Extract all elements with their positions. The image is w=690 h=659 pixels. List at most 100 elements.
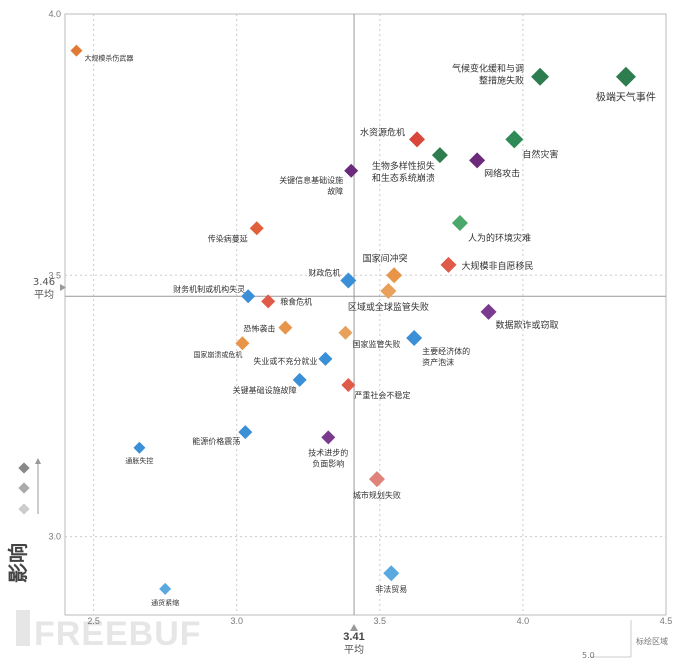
point-marker: [406, 330, 423, 347]
point-marker: [249, 221, 264, 236]
point-label: 国家间冲突: [363, 252, 408, 264]
point-label: 严重社会不稳定: [354, 390, 410, 400]
y-axis-label: 影响: [6, 543, 30, 583]
point-label: 恐怖袭击: [243, 324, 275, 334]
point-label-line: 负面影响: [312, 458, 344, 468]
legend-diamond-dark: [18, 462, 30, 474]
y-tick-label: 3.0: [48, 532, 61, 542]
point-label: 财政危机: [308, 268, 340, 278]
point-marker: [278, 320, 293, 335]
point-label-line: 网络攻击: [484, 167, 520, 179]
point-label-line: 国家崩溃或危机: [193, 350, 242, 359]
point-label: 财务机制或机构失灵: [173, 284, 245, 294]
point-marker: [341, 378, 356, 393]
legend-value: 5.0: [582, 651, 595, 659]
x-tick-label: 2.5: [87, 616, 100, 626]
x-average-annotation: 3.41 平均: [343, 624, 365, 656]
point-label: 自然灾害: [522, 148, 558, 160]
point-label-line: 自然灾害: [522, 148, 558, 160]
point-label-line: 财务机制或机构失灵: [173, 284, 245, 294]
point-label: 失业或不充分就业: [253, 356, 317, 366]
legend-diamond-light: [18, 503, 30, 515]
point-marker: [133, 441, 146, 454]
point-marker: [340, 272, 357, 289]
point-label: 能源价格震荡: [192, 436, 240, 446]
x-tick-label: 4.0: [517, 616, 530, 626]
point-marker: [469, 152, 486, 169]
point-label-line: 传染病蔓延: [208, 233, 248, 243]
x-average-marker: [350, 624, 358, 631]
point-label-line: 关键信息基础设施: [279, 175, 343, 185]
plot-area-legend: 标绘区域 5.0: [582, 620, 668, 659]
point-label-line: 国家监管失败: [352, 339, 400, 349]
point-label-line: 气候变化缓和与调: [452, 63, 524, 75]
watermark: FREEBUF: [16, 610, 201, 653]
x-tick-label: 3.5: [374, 616, 387, 626]
plot-area: [64, 13, 667, 616]
point-marker: [261, 294, 276, 309]
x-tick-label: 3.0: [230, 616, 243, 626]
point-marker: [344, 163, 359, 178]
point-marker: [318, 351, 333, 366]
point-label-line: 极端天气事件: [596, 91, 656, 104]
point-label: 大规模杀伤武器: [84, 54, 133, 63]
point-label-line: 大规模杀伤武器: [84, 54, 133, 63]
point-marker: [615, 66, 636, 87]
point-label-line: 恐怖袭击: [243, 324, 275, 334]
point-label-line: 大规模非自愿移民: [461, 260, 533, 272]
x-average-value: 3.41: [343, 631, 364, 643]
point-label-line: 能源价格震荡: [192, 436, 240, 446]
point-marker: [321, 430, 336, 445]
point-marker: [338, 325, 353, 340]
legend-note: 标绘区域: [636, 636, 668, 646]
y-average-annotation: 3.46 平均: [33, 277, 66, 301]
point-label-line: 数据欺诈或窃取: [496, 319, 559, 331]
point-label-line: 生物多样性损失: [372, 160, 435, 172]
point-label: 通货紧缩: [151, 598, 179, 607]
point-marker: [451, 215, 468, 232]
point-label-line: 技术进步的: [308, 447, 348, 457]
legend-diamond-mid: [18, 482, 30, 494]
point-label-line: 整措施失败: [479, 75, 524, 87]
point-label: 粮食危机: [280, 296, 312, 306]
point-label-line: 通货紧缩: [151, 598, 179, 607]
point-marker: [238, 425, 253, 440]
point-marker: [159, 582, 172, 595]
point-marker: [241, 289, 256, 304]
point-label: 传染病蔓延: [208, 233, 248, 243]
point-label-line: 财政危机: [308, 268, 340, 278]
point-marker: [292, 372, 307, 387]
point-label: 城市规划失败: [353, 490, 401, 500]
axis-ticks: 2.5 3.0 3.5 4.0 4.5 3.0 3.5 4.0: [48, 9, 672, 626]
point-label: 关键基础设施故障: [233, 385, 297, 395]
point-label: 水资源危机: [360, 126, 405, 138]
y-tick-label: 3.5: [48, 270, 61, 280]
point-marker: [235, 336, 250, 351]
point-label: 生物多样性损失和生态系统崩溃: [372, 160, 435, 184]
data-points: [70, 44, 636, 595]
point-label-line: 严重社会不稳定: [354, 390, 410, 400]
point-label-line: 非法贸易: [375, 584, 407, 594]
point-label-line: 国家间冲突: [363, 252, 408, 264]
point-marker: [386, 267, 403, 284]
point-label: 通胀失控: [125, 456, 153, 465]
point-label-line: 水资源危机: [360, 126, 405, 138]
point-label-line: 失业或不充分就业: [253, 356, 317, 366]
point-label-line: 城市规划失败: [353, 490, 401, 500]
point-label: 区域或全球监管失败: [348, 301, 429, 313]
point-marker: [380, 282, 397, 299]
average-lines: [65, 14, 666, 615]
y-arrow-head: [35, 458, 41, 464]
point-label: 技术进步的负面影响: [308, 447, 348, 468]
point-marker: [431, 147, 448, 164]
point-label-line: 区域或全球监管失败: [348, 301, 429, 313]
point-label: 网络攻击: [484, 167, 520, 179]
point-marker: [409, 131, 426, 148]
point-label-line: 人为的环境灾难: [468, 232, 531, 244]
point-label: 极端天气事件: [596, 91, 656, 104]
point-label: 大规模非自愿移民: [461, 260, 533, 272]
point-marker: [480, 303, 497, 320]
point-label: 气候变化缓和与调整措施失败: [452, 63, 524, 87]
point-label: 主要经济体的资产泡沫: [422, 346, 470, 367]
